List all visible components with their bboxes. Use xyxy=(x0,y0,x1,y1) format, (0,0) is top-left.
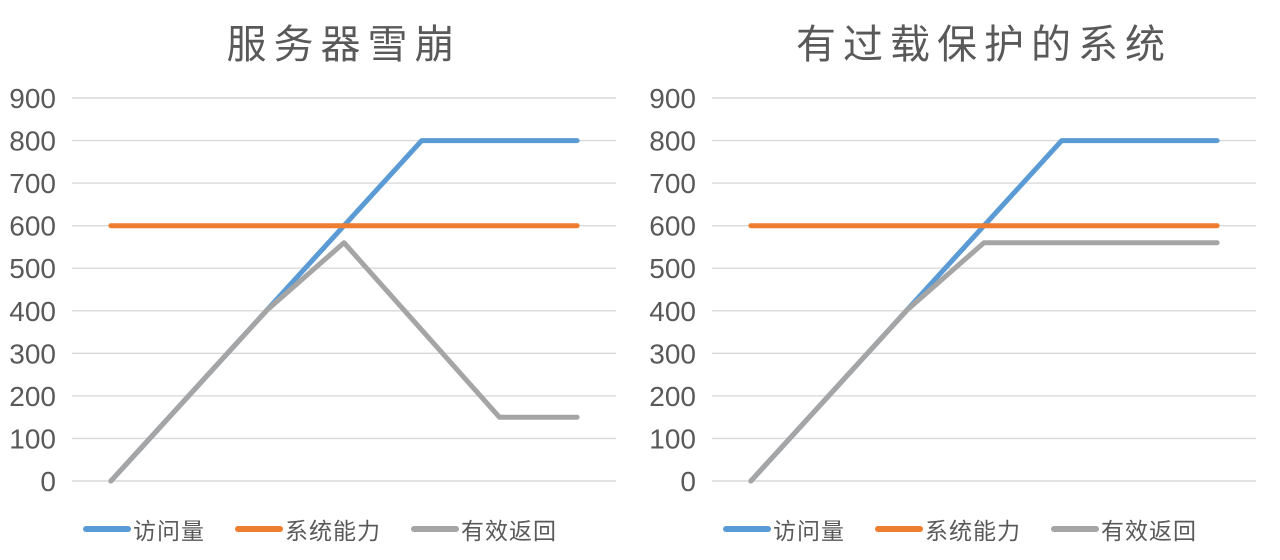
y-axis-tick-label: 800 xyxy=(649,126,696,157)
y-axis-tick-label: 300 xyxy=(9,338,56,369)
chart-server-avalanche: 服务器雪崩 900 800 700 600 500 400 300 200 100 0 访问量 系统… xyxy=(0,23,640,552)
legend-item-effective-return: 有效返回 xyxy=(411,512,557,546)
y-axis-tick-label: 0 xyxy=(680,466,696,497)
chart-overload-protected-system: 有过载保护的系统 900 800 700 600 500 400 300 200 100 0 访问… xyxy=(640,0,1280,560)
y-axis-tick-label: 500 xyxy=(9,253,56,284)
y-axis-tick-label: 200 xyxy=(649,381,696,412)
y-axis-tick-label: 500 xyxy=(649,253,696,284)
legend-marker-visits xyxy=(83,526,131,532)
legend-label-capacity: 系统能力 xyxy=(925,518,1021,544)
legend-label-visits: 访问量 xyxy=(773,518,845,544)
y-axis-tick-label: 900 xyxy=(9,83,56,114)
y-axis-tick-label: 700 xyxy=(649,168,696,199)
legend: 访问量 系统能力 有效返回 xyxy=(0,506,640,552)
legend-item-visits: 访问量 xyxy=(723,512,845,546)
y-axis-tick-label: 100 xyxy=(649,423,696,454)
y-axis-tick-label: 900 xyxy=(649,83,696,114)
y-axis-tick-label: 600 xyxy=(649,211,696,242)
plot-area: 900 800 700 600 500 400 300 200 100 0 xyxy=(9,83,616,497)
y-axis-tick-label: 400 xyxy=(9,296,56,327)
legend-marker-effective-return xyxy=(411,526,459,532)
y-axis-tick-label: 800 xyxy=(9,126,56,157)
legend-marker-capacity xyxy=(875,526,923,532)
plot-area: 900 800 700 600 500 400 300 200 100 0 xyxy=(649,83,1256,497)
y-axis-tick-label: 200 xyxy=(9,381,56,412)
legend-marker-capacity xyxy=(235,526,283,532)
y-axis-tick-label: 0 xyxy=(40,466,56,497)
legend-label-capacity: 系统能力 xyxy=(285,518,381,544)
legend-marker-visits xyxy=(723,526,771,532)
series-line-effective-return xyxy=(108,240,580,484)
legend-item-visits: 访问量 xyxy=(83,512,205,546)
legend: 访问量 系统能力 有效返回 xyxy=(640,506,1280,552)
chart-title: 服务器雪崩 xyxy=(226,23,462,67)
legend-label-effective-return: 有效返回 xyxy=(461,518,557,544)
chart-title: 有过载保护的系统 xyxy=(796,23,1172,67)
legend-label-visits: 访问量 xyxy=(133,518,205,544)
legend-item-capacity: 系统能力 xyxy=(875,512,1021,546)
legend-item-effective-return: 有效返回 xyxy=(1051,512,1197,546)
y-axis-tick-label: 300 xyxy=(649,338,696,369)
y-axis-tick-label: 400 xyxy=(649,296,696,327)
y-axis-tick-label: 600 xyxy=(9,211,56,242)
y-axis-tick-label: 700 xyxy=(9,168,56,199)
legend-item-capacity: 系统能力 xyxy=(235,512,381,546)
y-axis-tick-label: 100 xyxy=(9,423,56,454)
series-line-effective-return xyxy=(748,240,1220,484)
legend-label-effective-return: 有效返回 xyxy=(1101,518,1197,544)
legend-marker-effective-return xyxy=(1051,526,1099,532)
